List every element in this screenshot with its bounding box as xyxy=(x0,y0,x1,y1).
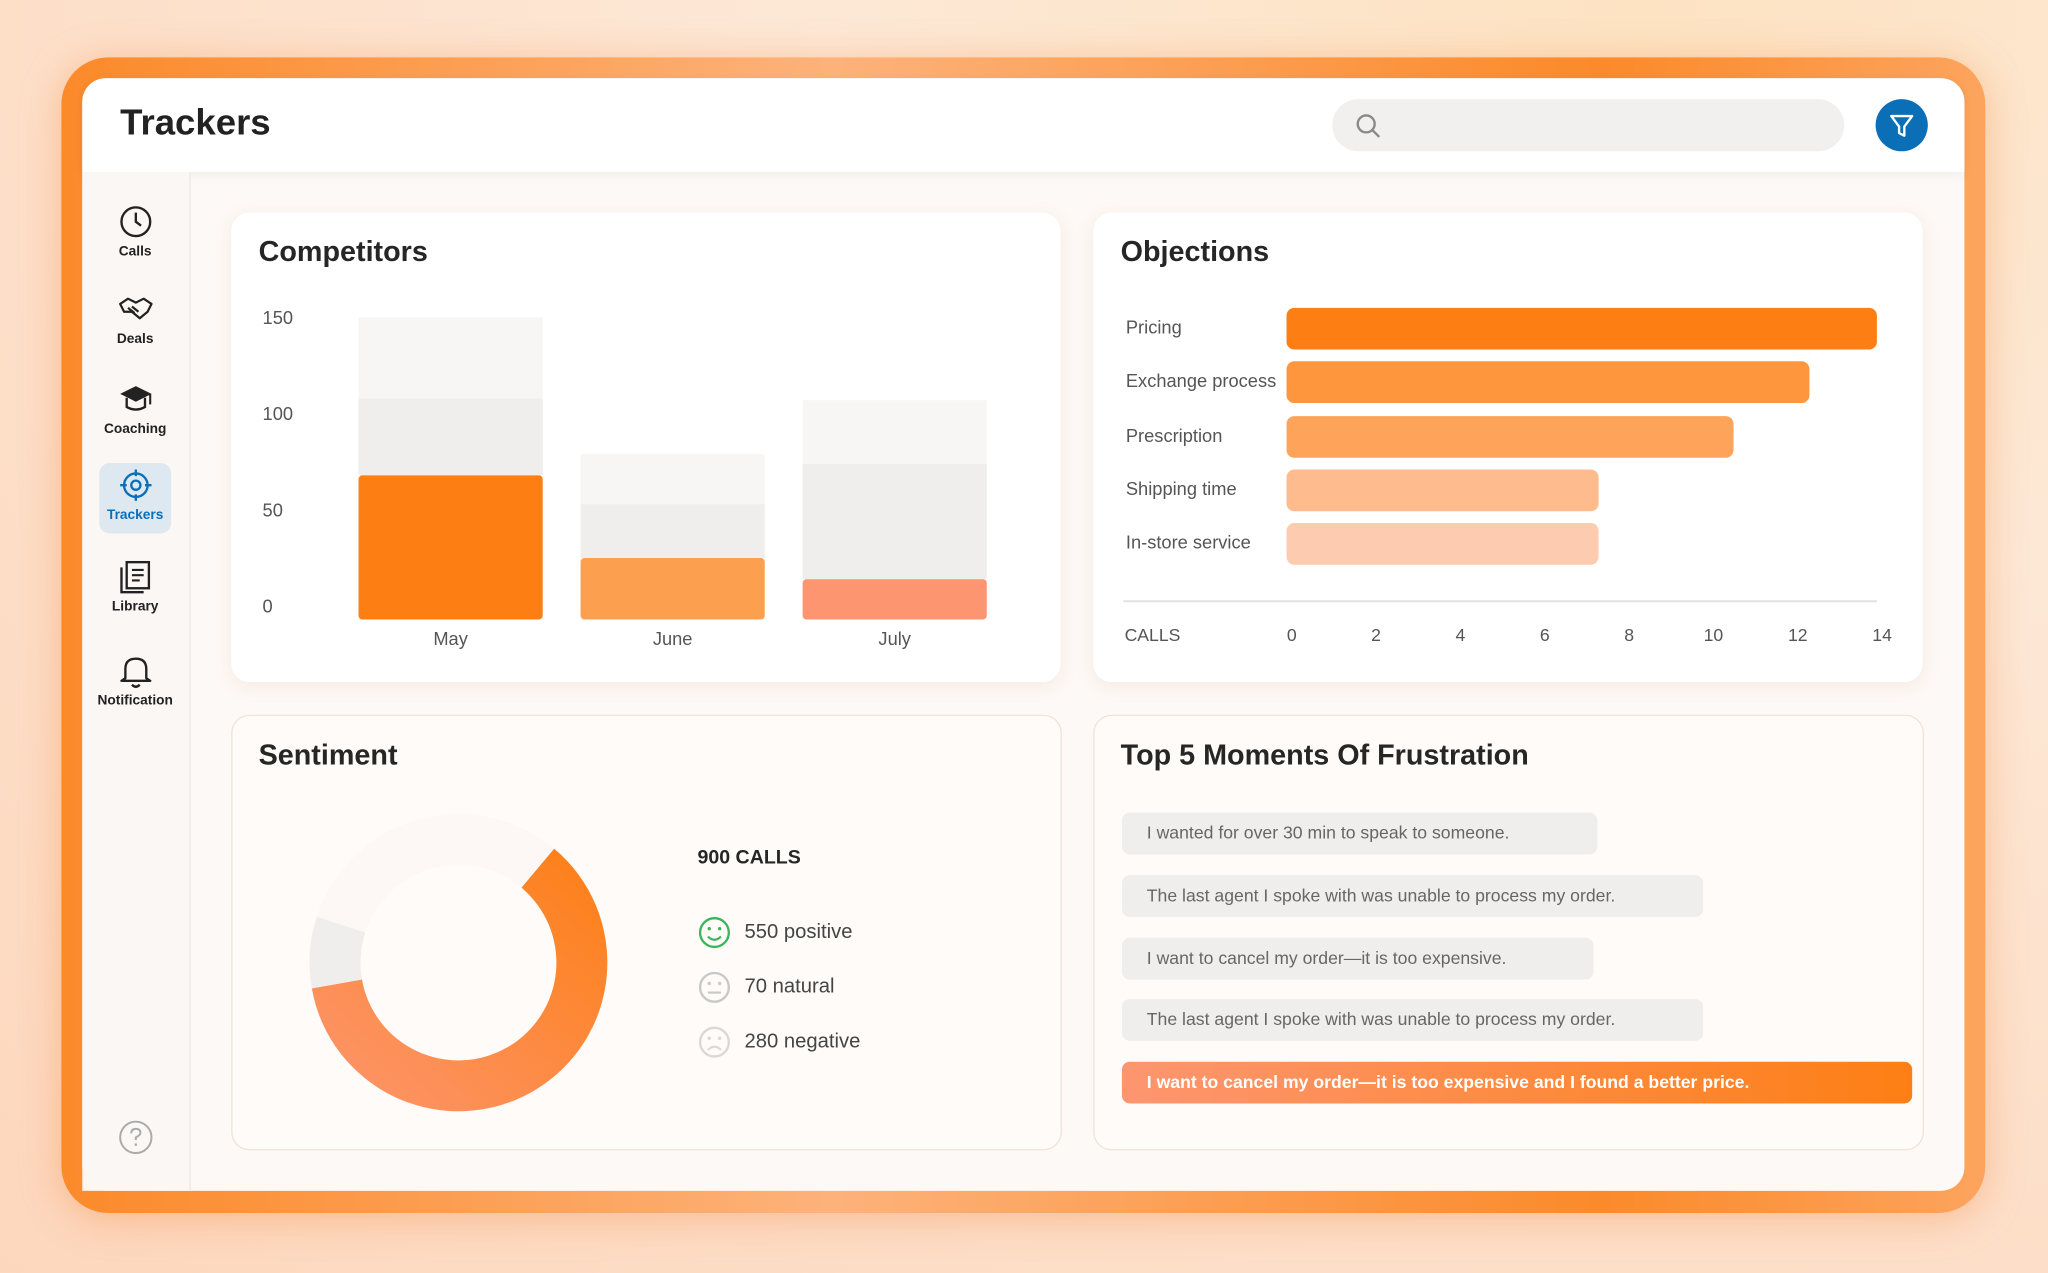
legend-item: 70 natural xyxy=(698,971,834,1003)
nav-item[interactable]: Trackers xyxy=(99,463,172,534)
x-tick-label: 10 xyxy=(1704,625,1724,645)
y-tick-label: 100 xyxy=(263,403,294,424)
frustration-item: I want to cancel my order—it is too expe… xyxy=(1121,1061,1913,1104)
y-tick-label: Exchange process xyxy=(1126,370,1276,391)
nav-item[interactable]: Calls xyxy=(99,200,171,270)
y-tick-label: 0 xyxy=(263,596,273,617)
legend-icon-mouth xyxy=(707,935,722,941)
legend-icon xyxy=(698,1026,730,1058)
nav-icon xyxy=(119,297,153,320)
nav-item[interactable]: Deals xyxy=(99,287,171,357)
legend-icon-eye xyxy=(707,981,711,986)
bar-segment xyxy=(358,317,543,399)
bar-segment xyxy=(358,475,543,620)
x-tick-label: 4 xyxy=(1456,625,1466,645)
axis-label: CALLS xyxy=(1125,625,1181,645)
y-tick-label: In-store service xyxy=(1126,532,1251,553)
bar-segment xyxy=(580,557,765,620)
frustration-item: I wanted for over 30 min to speak to som… xyxy=(1121,812,1597,855)
legend-icon xyxy=(698,971,730,1003)
legend-label: 70 natural xyxy=(744,976,834,998)
x-tick-label: May xyxy=(433,628,468,649)
legend-icon-eye xyxy=(707,926,711,931)
nav-label: Calls xyxy=(118,243,152,260)
legend-icon-eye xyxy=(717,926,722,931)
nav-item[interactable]: Notification xyxy=(97,648,173,718)
bar-segment xyxy=(358,398,543,476)
x-tick-label: 12 xyxy=(1788,625,1808,645)
bar xyxy=(1286,416,1734,458)
search-box[interactable] xyxy=(1332,99,1845,152)
legend-icon-mouth xyxy=(707,1045,722,1051)
nav-item[interactable]: Library xyxy=(99,554,171,624)
filter-button[interactable] xyxy=(1875,99,1928,152)
bar xyxy=(1286,361,1810,404)
bar xyxy=(1286,307,1877,350)
filter-icon xyxy=(1890,114,1914,137)
bar-segment xyxy=(580,504,765,558)
search-icon xyxy=(1356,114,1381,138)
legend-icon xyxy=(698,917,730,949)
x-tick-label: 0 xyxy=(1287,625,1297,645)
nav-icon xyxy=(120,657,152,688)
nav-icon xyxy=(120,206,152,238)
nav-label: Coaching xyxy=(103,421,167,437)
nav-label: Trackers xyxy=(106,507,164,524)
x-tick-label: July xyxy=(878,628,911,649)
x-tick-label: 2 xyxy=(1371,625,1381,645)
x-tick-label: June xyxy=(653,628,693,649)
frustration-item: The last agent I spoke with was unable t… xyxy=(1121,999,1703,1041)
nav-icon xyxy=(120,560,151,594)
total-label: 900 CALLS xyxy=(697,846,800,868)
bar xyxy=(1286,523,1599,565)
bar-segment xyxy=(580,454,765,505)
page-title: Trackers xyxy=(120,101,271,143)
y-tick-label: Shipping time xyxy=(1126,478,1237,499)
nav-icon xyxy=(120,386,152,411)
y-tick-label: 50 xyxy=(263,499,283,520)
donut-segment xyxy=(311,848,608,1112)
card-title: Objections xyxy=(1120,234,1270,268)
x-tick-label: 6 xyxy=(1540,625,1550,645)
card-title: Top 5 Moments Of Frustration xyxy=(1120,738,1529,771)
bar-segment xyxy=(802,463,987,580)
y-tick-label: Prescription xyxy=(1126,425,1223,446)
legend-item: 550 positive xyxy=(698,917,852,949)
bar xyxy=(1286,469,1599,512)
x-tick-label: 14 xyxy=(1872,625,1892,645)
legend-item: 280 negative xyxy=(698,1026,860,1058)
card-title: Sentiment xyxy=(258,738,398,771)
legend-label: 280 negative xyxy=(744,1030,860,1052)
nav-icon xyxy=(120,469,152,501)
bar-segment xyxy=(802,579,987,620)
y-tick-label: Pricing xyxy=(1126,317,1182,338)
legend-label: 550 positive xyxy=(744,921,852,943)
nav-label: Deals xyxy=(116,331,154,347)
bar-segment xyxy=(802,400,987,464)
nav-item[interactable]: Coaching xyxy=(99,377,171,447)
frustration-item: The last agent I spoke with was unable t… xyxy=(1121,875,1703,917)
x-tick-label: 8 xyxy=(1624,625,1634,645)
donut-segment xyxy=(309,916,366,989)
legend-icon-eye xyxy=(707,1036,711,1040)
donut-segment xyxy=(316,813,555,933)
nav-label: Library xyxy=(111,598,159,615)
legend-icon-eye xyxy=(717,981,722,986)
y-tick-label: 150 xyxy=(263,307,294,328)
legend-icon-eye xyxy=(717,1036,722,1040)
card-title: Competitors xyxy=(258,234,428,268)
help-icon[interactable] xyxy=(118,1119,155,1156)
frustration-item: I want to cancel my order—it is too expe… xyxy=(1121,937,1594,980)
nav-label: Notification xyxy=(97,692,173,709)
